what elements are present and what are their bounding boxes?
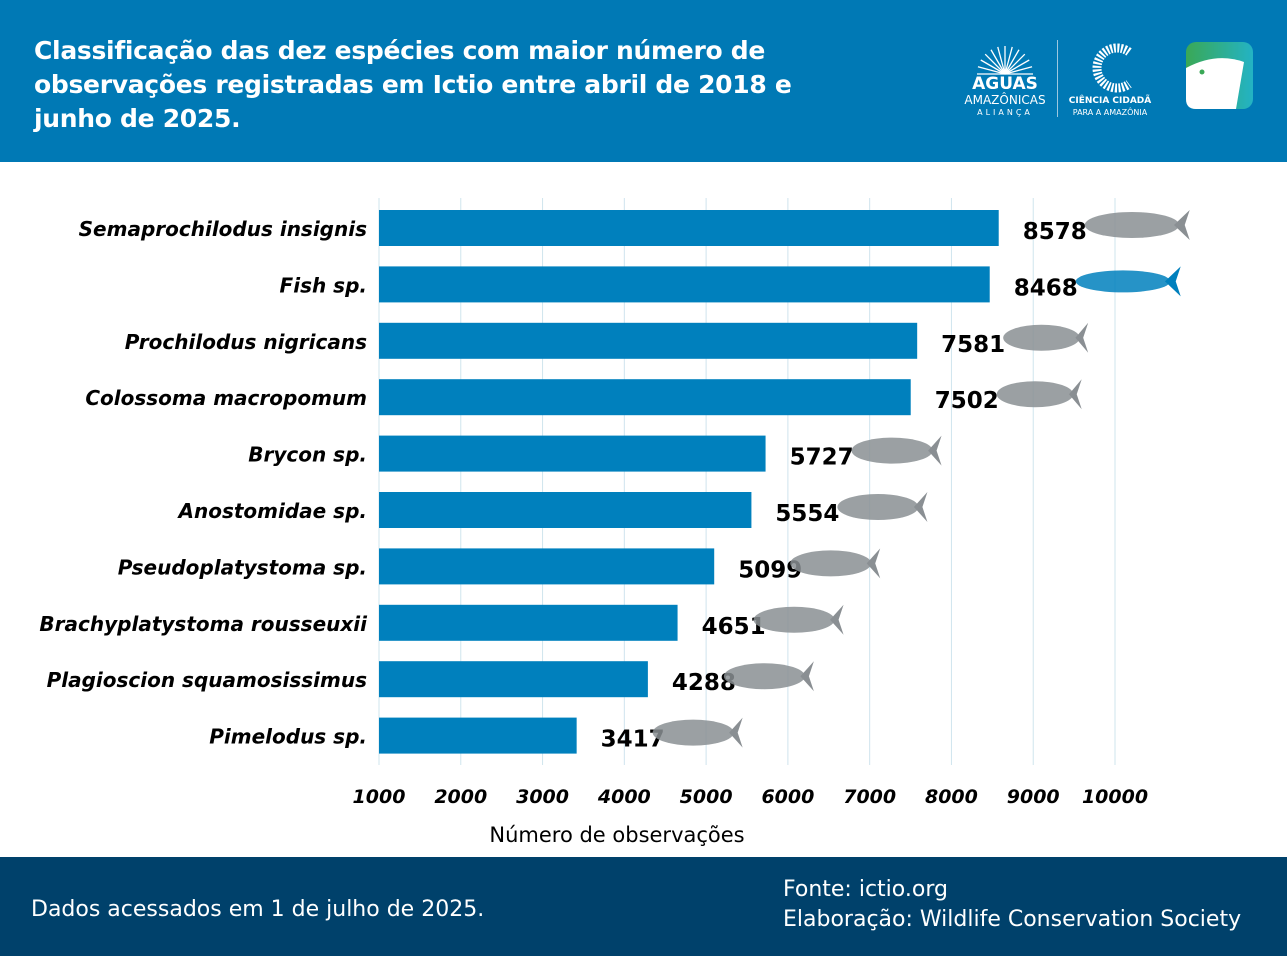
data-label: 5727 <box>790 445 854 471</box>
fish-illustration <box>1084 210 1190 240</box>
logo-text: ALIANÇA <box>977 108 1033 117</box>
bar <box>379 717 577 754</box>
fish-illustration <box>1075 266 1181 297</box>
bar <box>379 548 715 585</box>
fish-illustration <box>790 548 881 579</box>
bar <box>379 322 918 359</box>
y-category-label: Colossoma macropomum <box>85 386 367 410</box>
bar <box>379 435 766 472</box>
x-tick-label: 6000 <box>761 786 814 808</box>
fish-illustration <box>1003 322 1089 353</box>
y-category-label: Prochilodus nigricans <box>125 330 367 354</box>
bar <box>379 661 648 698</box>
logo-text: PARA A AMAZÔNIA <box>1072 108 1148 117</box>
bar <box>379 379 911 416</box>
data-label: 8468 <box>1014 275 1078 301</box>
footer: Dados acessados em 1 de julho de 2025. F… <box>0 857 1287 956</box>
x-tick-label: 7000 <box>843 786 896 808</box>
x-tick-label: 3000 <box>516 786 569 808</box>
x-tick-label: 4000 <box>597 786 651 808</box>
fan-icon <box>977 46 1033 75</box>
fish-illustration <box>723 661 814 692</box>
x-tick-label: 5000 <box>680 786 733 808</box>
x-tick-label: 9000 <box>1007 786 1060 808</box>
data-label: 7502 <box>935 388 999 414</box>
bar <box>379 492 752 528</box>
divider <box>1057 40 1058 117</box>
credit: Elaboração: Wildlife Conservation Societ… <box>783 907 1242 932</box>
y-category-label: Fish sp. <box>280 273 367 297</box>
y-category-label: Semaprochilodus insignis <box>79 217 367 241</box>
header: Classificação das dez espécies com maior… <box>0 0 1287 162</box>
y-category-label: Brachyplatystoma rousseuxii <box>39 612 368 636</box>
fish-illustration <box>652 717 743 748</box>
y-category-label: Anostomidae sp. <box>176 499 367 523</box>
x-axis-label: Número de observações <box>489 823 744 847</box>
fish-illustration <box>851 435 942 466</box>
x-tick-label: 8000 <box>925 786 978 808</box>
logo-text: AGUAS <box>972 74 1038 94</box>
ictio-app-icon <box>1186 42 1253 109</box>
fish-illustration <box>996 379 1082 410</box>
y-category-label: Brycon sp. <box>248 443 367 467</box>
bar <box>379 604 678 641</box>
bar-chart: Semaprochilodus insignis 8578 Fish sp. 8468… <box>39 198 1190 847</box>
bar <box>379 210 999 246</box>
data-label: 8578 <box>1023 219 1087 245</box>
source: Fonte: ictio.org <box>783 877 948 902</box>
data-label: 7581 <box>941 332 1005 358</box>
logo-text: CIÊNCIA CIDADÃ <box>1068 96 1152 106</box>
chart-title: Classificação das dez espécies com maior… <box>34 36 792 133</box>
y-category-label: Plagioscion squamosissimus <box>47 668 368 692</box>
logo-text: AMAZÔNICAS <box>964 93 1046 107</box>
c-letter-icon <box>1092 43 1132 93</box>
fish-illustration <box>837 492 928 522</box>
x-tick-label: 1000 <box>353 786 406 808</box>
x-tick-label: 10000 <box>1082 786 1148 808</box>
x-tick-label: 2000 <box>434 786 487 808</box>
y-category-label: Pimelodus sp. <box>209 725 367 749</box>
fish-illustration <box>753 604 844 635</box>
bar <box>379 266 990 303</box>
data-access-date: Dados acessados em 1 de julho de 2025. <box>31 897 485 922</box>
y-category-label: Pseudoplatystoma sp. <box>118 555 367 579</box>
data-label: 5554 <box>775 501 839 527</box>
